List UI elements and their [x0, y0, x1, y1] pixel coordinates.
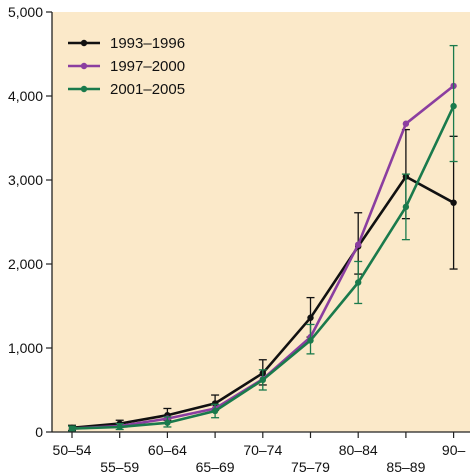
data-point [211, 407, 219, 415]
x-tick-label: 65–69 [196, 459, 235, 474]
data-point [402, 120, 410, 127]
legend-label: 1993–1996 [110, 35, 185, 52]
y-tick-label: 5,000 [8, 4, 43, 20]
y-tick-label: 1,000 [8, 340, 43, 356]
x-tick-label: 90– [442, 442, 466, 458]
series-group [68, 128, 458, 431]
x-tick-label: 55–59 [100, 459, 139, 474]
legend: 1993–1996 1997–2000 2001–2005 [68, 35, 185, 98]
data-point [116, 423, 123, 431]
data-point [164, 419, 171, 426]
y-tick-label: 4,000 [8, 88, 43, 104]
data-point [68, 425, 76, 432]
data-point [259, 376, 266, 384]
y-tick-label: 2,000 [8, 256, 43, 272]
legend-swatch-dot [80, 85, 88, 93]
y-tick-label: 3,000 [8, 172, 43, 188]
legend-label: 1997–2000 [110, 58, 185, 75]
series-group [68, 44, 458, 432]
data-point [450, 199, 457, 206]
y-tick-label: 0 [35, 424, 43, 440]
data-point [450, 102, 457, 110]
data-point [307, 314, 314, 321]
x-tick-label: 75–79 [291, 459, 330, 474]
y-axis-ticks: 0 1,000 2,000 3,000 4,000 5,000 [8, 4, 52, 440]
x-tick-label: 80–84 [339, 442, 378, 458]
series-layer [68, 44, 458, 432]
plot-area [52, 12, 470, 432]
legend-swatch-dot [80, 39, 88, 47]
legend-swatch-dot [80, 62, 88, 70]
data-point [355, 241, 362, 248]
data-point [307, 337, 314, 344]
data-point [402, 203, 410, 211]
data-point [211, 400, 219, 407]
x-tick-label: 85–89 [386, 459, 425, 474]
x-tick-label: 50–54 [53, 442, 92, 458]
data-point [355, 279, 362, 286]
x-tick-label: 60–64 [148, 442, 187, 458]
x-tick-label: 70–74 [243, 442, 282, 458]
x-axis-ticks: 50–54 55–59 60–64 65–69 70–74 75–79 80–84 85–89… [53, 432, 466, 474]
legend-label: 2001–2005 [110, 81, 185, 98]
